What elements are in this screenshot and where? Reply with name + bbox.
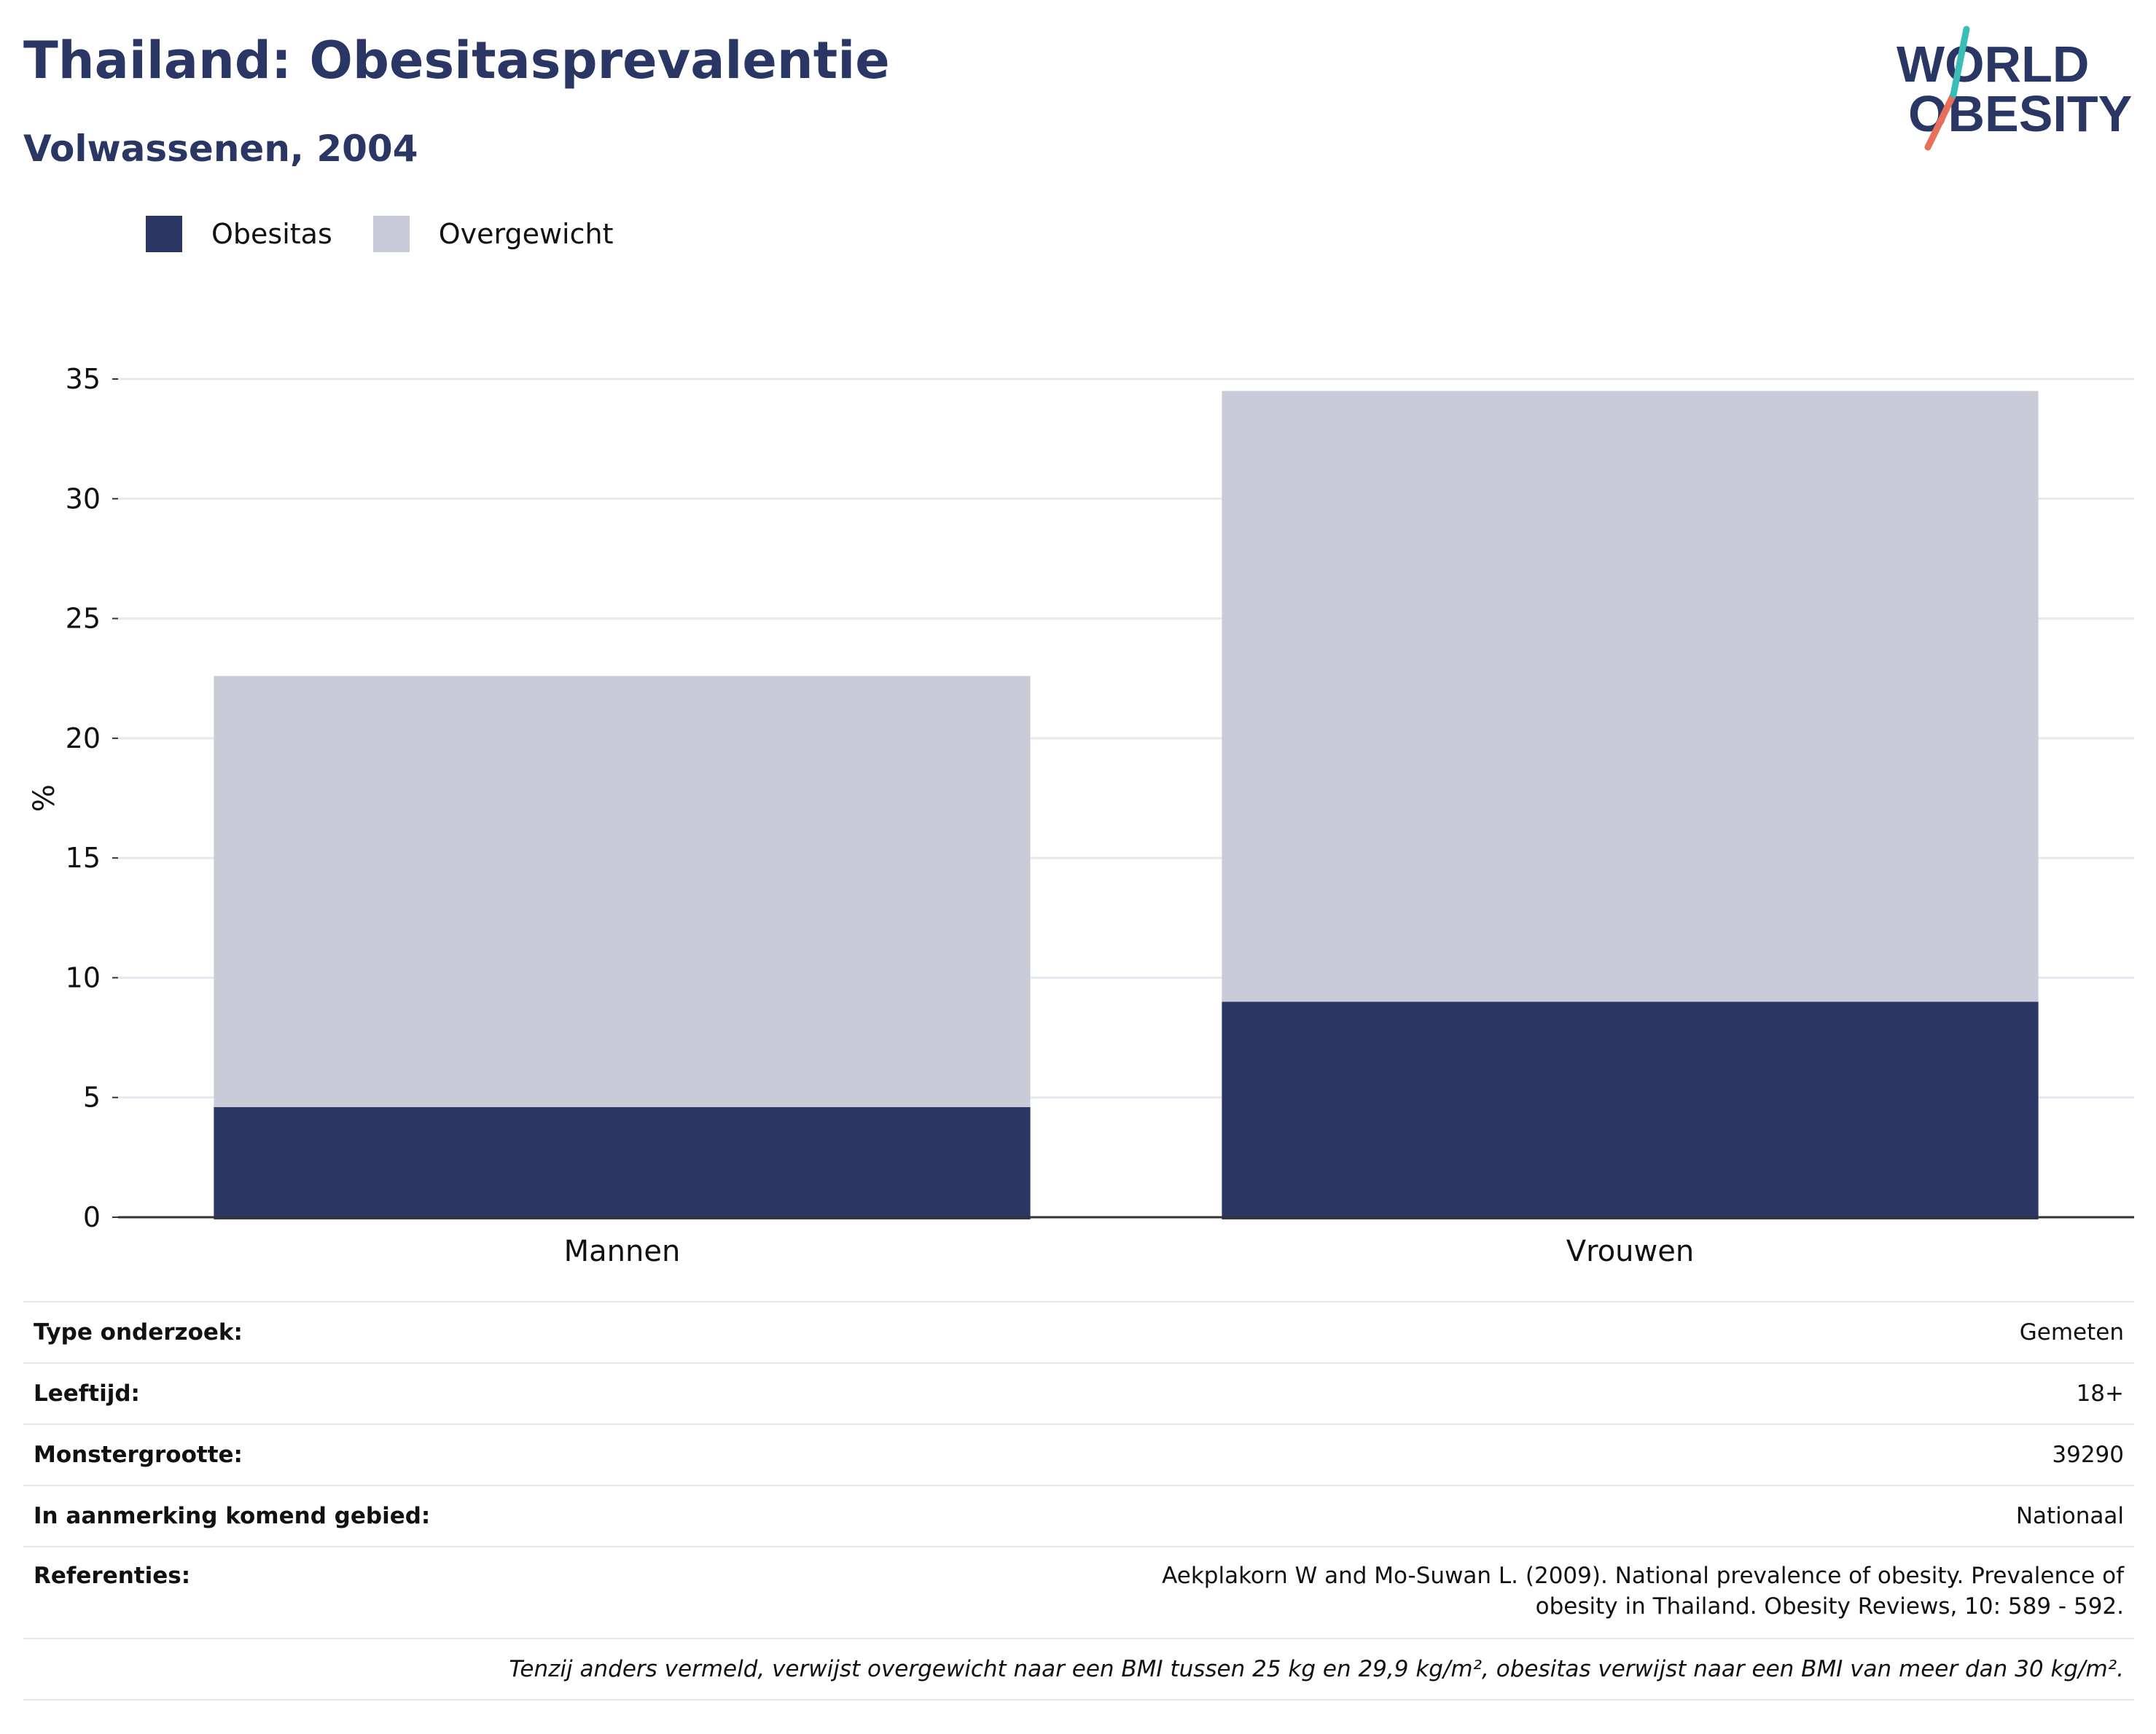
info-row: Leeftijd: 18+ [23, 1362, 2134, 1424]
y-axis-label: % [28, 784, 61, 812]
bar-chart: 0 5 10 15 20 25 30 35% Mannen Vrouwen [28, 363, 2134, 1268]
chart-subtitle: Volwassenen, 2004 [23, 128, 418, 170]
bar-overgewicht-vrouwen [1222, 391, 2039, 1002]
info-label: In aanmerking komend gebied: [23, 1485, 554, 1547]
references-label: Referenties: [23, 1546, 554, 1639]
info-row: Type onderzoek: Gemeten [23, 1301, 2134, 1363]
info-row: Monstergrootte: 39290 [23, 1423, 2134, 1485]
legend-label-overgewicht: Overgewicht [438, 218, 614, 250]
info-label: Leeftijd: [23, 1362, 554, 1424]
y-tick-label: 0 [83, 1201, 101, 1233]
info-value: 18+ [554, 1362, 2134, 1424]
y-tick-label: 15 [66, 842, 101, 874]
bar-obesitas-vrouwen [1222, 1001, 2039, 1219]
y-tick-label: 20 [66, 722, 101, 754]
logo-line1: WORLD [1897, 36, 2089, 93]
legend-label-obesitas: Obesitas [211, 218, 332, 250]
x-tick-label: Vrouwen [1566, 1235, 1694, 1268]
x-tick-label: Mannen [564, 1235, 681, 1268]
legend: Obesitas Overgewicht [146, 216, 655, 252]
legend-swatch-obesitas [146, 216, 182, 252]
footnote-row: Tenzij anders vermeld, verwijst overgewi… [23, 1638, 2134, 1700]
y-tick-label: 30 [66, 483, 101, 515]
info-label: Type onderzoek: [23, 1301, 554, 1363]
info-table: Type onderzoek: Gemeten Leeftijd: 18+ Mo… [23, 1301, 2134, 1700]
y-tick-label: 5 [83, 1082, 101, 1114]
footnote: Tenzij anders vermeld, verwijst overgewi… [23, 1638, 2134, 1700]
y-tick-label: 10 [66, 961, 101, 993]
bar-obesitas-mannen [214, 1106, 1031, 1219]
references-row: Referenties: Aekplakorn W and Mo-Suwan L… [23, 1546, 2134, 1639]
info-row: In aanmerking komend gebied: Nationaal [23, 1485, 2134, 1547]
chart-title: Thailand: Obesitasprevalentie [23, 31, 890, 90]
info-value: Nationaal [554, 1485, 2134, 1547]
bar-overgewicht-mannen [214, 676, 1031, 1107]
y-tick-label: 35 [66, 363, 101, 395]
legend-swatch-overgewicht [372, 216, 410, 252]
world-obesity-logo: WORLD OBESITY [1897, 26, 2132, 151]
info-value: Gemeten [554, 1301, 2134, 1363]
info-value: 39290 [554, 1423, 2134, 1485]
info-label: Monstergrootte: [23, 1423, 554, 1485]
references-value: Aekplakorn W and Mo-Suwan L. (2009). Nat… [554, 1546, 2134, 1639]
y-tick-label: 25 [66, 603, 101, 635]
